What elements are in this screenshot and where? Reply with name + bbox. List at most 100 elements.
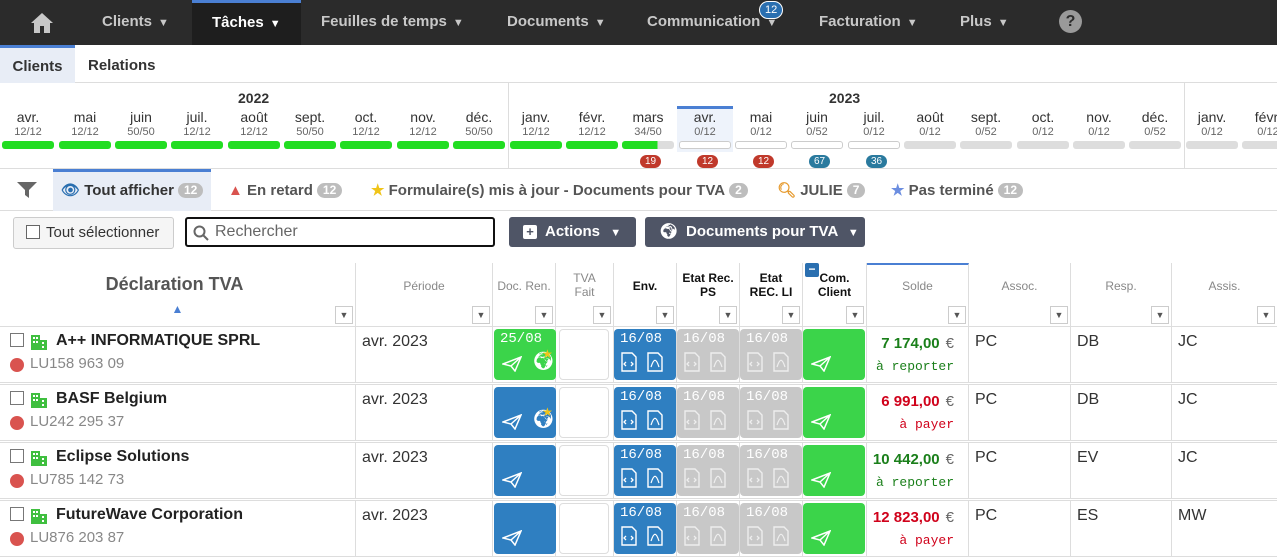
tva-fait-tile[interactable]	[559, 503, 609, 554]
row-checkbox[interactable]	[10, 391, 24, 405]
timeline-month[interactable]: févr.0/12	[1240, 109, 1277, 149]
col-etat-li[interactable]: Etat REC. LI ▼	[740, 263, 803, 326]
timeline-month[interactable]: févr. 12/12	[564, 109, 620, 149]
env-tile[interactable]: 16/08	[614, 387, 676, 438]
nav-feuilles-de-temps[interactable]: Feuilles de temps ▼	[321, 13, 464, 30]
col-periode[interactable]: Période ▼	[356, 263, 493, 326]
tva-fait-tile[interactable]	[559, 387, 609, 438]
tva-fait-tile[interactable]	[559, 445, 609, 496]
doc-ren-tile[interactable]: 🌍︎ ★	[494, 387, 556, 438]
com-client-tile[interactable]	[803, 387, 865, 438]
filter-julie[interactable]: 🔍︎ JULIE 7	[777, 169, 866, 211]
column-filter-dropdown[interactable]: ▼	[472, 306, 490, 324]
nav-clients[interactable]: Clients ▼	[102, 13, 169, 30]
col-resp[interactable]: Resp. ▼	[1071, 263, 1172, 326]
client-name[interactable]: FutureWave Corporation	[56, 506, 243, 523]
col-assis[interactable]: Assis. ▼	[1172, 263, 1277, 326]
com-client-tile[interactable]	[803, 329, 865, 380]
client-name[interactable]: Eclipse Solutions	[56, 448, 190, 465]
etat-li-tile[interactable]: 16/08	[740, 387, 802, 438]
home-icon[interactable]	[30, 12, 54, 39]
timeline-month[interactable]: janv. 12/12	[508, 109, 564, 149]
filter-en-retard[interactable]: ▲ En retard 12	[228, 169, 343, 211]
etat-ps-tile[interactable]: 16/08	[677, 387, 739, 438]
timeline-month[interactable]: déc. 0/52	[1127, 109, 1183, 149]
nav-documents[interactable]: Documents ▼	[507, 13, 606, 30]
timeline-month[interactable]: mai 12/12	[57, 109, 113, 149]
filter-icon[interactable]	[16, 181, 38, 204]
timeline-month[interactable]: juin 50/50	[113, 109, 169, 149]
timeline-month[interactable]: janv. 0/12	[1184, 109, 1240, 149]
timeline-month[interactable]: oct. 12/12	[338, 109, 394, 149]
doc-ren-tile[interactable]: 25/08 🌍︎ ★	[494, 329, 556, 380]
timeline-month[interactable]: avr. 0/12	[677, 106, 733, 152]
table-row[interactable]: A++ INFORMATIQUE SPRL LU158 963 09 avr. 20…	[0, 326, 1277, 383]
env-tile[interactable]: 16/08	[614, 329, 676, 380]
column-filter-dropdown[interactable]: ▼	[1257, 306, 1275, 324]
com-client-tile[interactable]	[803, 503, 865, 554]
timeline-month[interactable]: août 12/12	[226, 109, 282, 149]
actions-button[interactable]: + Actions ▼	[509, 217, 636, 247]
etat-li-tile[interactable]: 16/08	[740, 445, 802, 496]
doc-ren-tile[interactable]	[494, 445, 556, 496]
select-all-button[interactable]: Tout sélectionner	[13, 217, 174, 249]
col-assoc[interactable]: Assoc. ▼	[969, 263, 1071, 326]
com-client-tile[interactable]	[803, 445, 865, 496]
etat-ps-tile[interactable]: 16/08	[677, 329, 739, 380]
timeline-month[interactable]: juin 0/52	[789, 109, 845, 149]
column-filter-dropdown[interactable]: ▼	[335, 306, 353, 324]
col-com-client[interactable]: − Com. Client ▼	[803, 263, 867, 326]
timeline-month[interactable]: juil. 12/12	[169, 109, 225, 149]
etat-li-tile[interactable]: 16/08	[740, 329, 802, 380]
table-row[interactable]: FutureWave Corporation LU876 203 87 avr. 2…	[0, 500, 1277, 557]
tab-clients[interactable]: Clients	[0, 45, 75, 83]
filter-formulaires[interactable]: ★ Formulaire(s) mis à jour - Documents p…	[371, 169, 748, 211]
timeline-month[interactable]: sept. 0/52	[958, 109, 1014, 149]
help-icon[interactable]: ?	[1059, 10, 1082, 33]
filter-pas-termine[interactable]: ★ Pas terminé 12	[891, 169, 1024, 211]
nav-communication[interactable]: Communication ▼	[647, 13, 778, 30]
column-filter-dropdown[interactable]: ▼	[846, 306, 864, 324]
filter-tout-afficher[interactable]: 👁 Tout afficher 12	[53, 169, 212, 211]
timeline-month[interactable]: mars 34/50	[620, 109, 676, 149]
column-filter-dropdown[interactable]: ▼	[948, 306, 966, 324]
timeline-month[interactable]: nov. 12/12	[395, 109, 451, 149]
client-name[interactable]: A++ INFORMATIQUE SPRL	[56, 332, 261, 349]
timeline-month[interactable]: avr. 12/12	[0, 109, 56, 149]
checkbox[interactable]	[26, 225, 40, 239]
sort-up-icon[interactable]: ▲	[171, 302, 184, 316]
client-name[interactable]: BASF Belgium	[56, 390, 168, 407]
row-checkbox[interactable]	[10, 333, 24, 347]
col-tva-fait[interactable]: TVA Fait ▼	[556, 263, 614, 326]
row-checkbox[interactable]	[10, 449, 24, 463]
timeline-month[interactable]: oct. 0/12	[1015, 109, 1071, 149]
tva-fait-tile[interactable]	[559, 329, 609, 380]
col-declaration[interactable]: Déclaration TVA ▲ ▼	[0, 263, 356, 326]
timeline-month[interactable]: nov. 0/12	[1071, 109, 1127, 149]
documents-tva-button[interactable]: 🌍︎ Documents pour TVA ▼	[645, 217, 865, 247]
etat-li-tile[interactable]: 16/08	[740, 503, 802, 554]
env-tile[interactable]: 16/08	[614, 445, 676, 496]
tab-relations[interactable]: Relations	[88, 57, 156, 74]
timeline-month[interactable]: juil. 0/12	[846, 109, 902, 149]
col-doc-ren[interactable]: Doc. Ren. ▼	[493, 263, 556, 326]
search-input[interactable]: Rechercher	[185, 217, 495, 247]
col-solde[interactable]: Solde ▼	[867, 263, 969, 326]
env-tile[interactable]: 16/08	[614, 503, 676, 554]
timeline-month[interactable]: mai 0/12	[733, 109, 789, 149]
column-filter-dropdown[interactable]: ▼	[1151, 306, 1169, 324]
table-row[interactable]: Eclipse Solutions LU785 142 73 avr. 2023 16…	[0, 442, 1277, 499]
column-filter-dropdown[interactable]: ▼	[719, 306, 737, 324]
doc-ren-tile[interactable]	[494, 503, 556, 554]
timeline-month[interactable]: août 0/12	[902, 109, 958, 149]
col-env[interactable]: Env. ▼	[614, 263, 677, 326]
nav-plus[interactable]: Plus ▼	[960, 13, 1009, 30]
column-filter-dropdown[interactable]: ▼	[1050, 306, 1068, 324]
column-filter-dropdown[interactable]: ▼	[656, 306, 674, 324]
etat-ps-tile[interactable]: 16/08	[677, 445, 739, 496]
column-filter-dropdown[interactable]: ▼	[593, 306, 611, 324]
column-filter-dropdown[interactable]: ▼	[535, 306, 553, 324]
nav-facturation[interactable]: Facturation ▼	[819, 13, 918, 30]
col-etat-ps[interactable]: Etat Rec. PS ▼	[677, 263, 740, 326]
etat-ps-tile[interactable]: 16/08	[677, 503, 739, 554]
